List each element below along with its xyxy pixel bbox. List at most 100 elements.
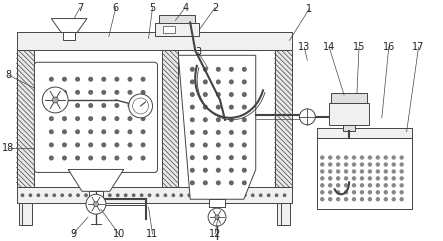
Circle shape [384,177,387,180]
Circle shape [50,143,53,147]
Circle shape [115,130,119,134]
Circle shape [244,194,246,196]
Circle shape [321,163,324,166]
Circle shape [369,198,371,201]
Circle shape [217,131,220,134]
Circle shape [229,80,233,84]
Circle shape [217,80,220,84]
Circle shape [128,143,132,147]
Circle shape [243,131,246,134]
Bar [16,33,292,50]
Circle shape [229,93,233,96]
Circle shape [141,156,145,160]
Circle shape [400,177,403,180]
Circle shape [50,130,53,134]
Circle shape [141,77,145,81]
Circle shape [252,194,254,196]
Circle shape [243,80,246,84]
Circle shape [217,181,220,185]
Circle shape [50,91,53,94]
Circle shape [217,156,220,159]
Circle shape [76,104,79,107]
Circle shape [369,184,371,187]
Circle shape [321,198,324,201]
Circle shape [337,191,340,194]
Text: 7: 7 [77,3,83,13]
Circle shape [329,163,332,166]
Circle shape [361,191,363,194]
Circle shape [115,117,119,120]
Circle shape [229,131,233,134]
Circle shape [337,184,340,187]
Circle shape [102,156,105,160]
Circle shape [243,118,246,121]
Circle shape [203,181,207,185]
Bar [16,187,292,203]
Bar [280,203,291,225]
Circle shape [124,194,127,196]
Circle shape [243,105,246,109]
Text: 14: 14 [323,42,335,52]
Circle shape [89,77,93,81]
Circle shape [384,163,387,166]
Circle shape [117,194,119,196]
Circle shape [128,104,132,107]
Circle shape [229,156,233,159]
Circle shape [321,156,324,159]
Circle shape [353,170,356,173]
Circle shape [329,184,332,187]
Circle shape [164,194,167,196]
Bar [159,15,195,22]
Circle shape [93,194,95,196]
Circle shape [361,156,363,159]
Text: 11: 11 [146,229,159,239]
Circle shape [115,156,119,160]
Circle shape [384,170,387,173]
Circle shape [109,194,111,196]
Circle shape [203,80,207,84]
Circle shape [89,156,93,160]
Circle shape [180,194,183,196]
Circle shape [377,191,379,194]
Polygon shape [51,19,87,33]
Circle shape [217,143,220,147]
Circle shape [229,181,233,185]
Circle shape [50,77,53,81]
Circle shape [276,194,278,196]
Circle shape [53,194,55,196]
Bar [19,203,28,225]
Circle shape [392,177,395,180]
Circle shape [377,177,379,180]
Circle shape [62,77,66,81]
Circle shape [203,118,207,121]
Circle shape [217,118,220,121]
Circle shape [102,77,105,81]
Circle shape [384,191,387,194]
Circle shape [128,117,132,120]
Circle shape [337,156,340,159]
Circle shape [115,77,119,81]
Circle shape [89,91,93,94]
Circle shape [353,177,356,180]
Circle shape [172,194,175,196]
Bar [317,138,412,209]
Circle shape [384,156,387,159]
Circle shape [260,194,262,196]
Bar [209,199,225,207]
Circle shape [203,93,207,96]
Circle shape [76,130,79,134]
Circle shape [196,194,198,196]
Circle shape [299,109,315,125]
Text: 6: 6 [113,3,119,13]
Bar [63,33,75,40]
Circle shape [102,117,105,120]
Circle shape [102,91,105,94]
Text: 9: 9 [70,229,76,239]
Circle shape [321,191,324,194]
Text: 17: 17 [412,42,425,52]
Circle shape [220,194,222,196]
Bar [275,50,292,187]
Circle shape [392,184,395,187]
Circle shape [337,163,340,166]
Bar [89,191,103,199]
